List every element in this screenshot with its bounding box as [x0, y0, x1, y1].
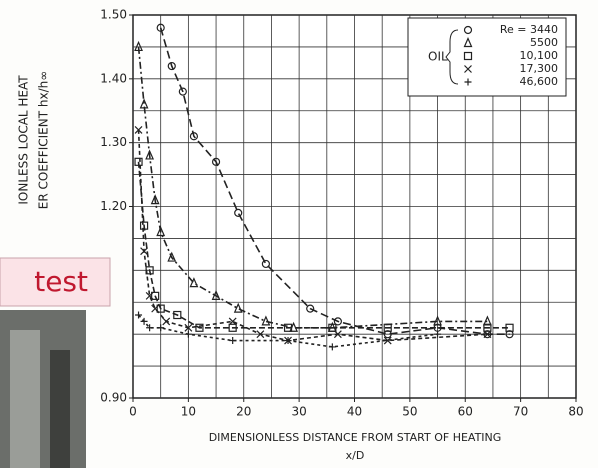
data-point: [145, 291, 154, 300]
data-point: [156, 304, 165, 313]
legend-label: 17,300: [520, 62, 559, 75]
photo-detail: [10, 330, 40, 468]
data-point: [135, 311, 143, 319]
data-point: [139, 221, 149, 230]
data-point: [211, 157, 221, 166]
data-point: [150, 194, 160, 205]
data-point: [167, 61, 176, 71]
data-point: [140, 247, 148, 256]
data-point: [184, 323, 193, 332]
x-tick-label: 70: [513, 405, 528, 419]
overlay-box: [0, 257, 111, 307]
legend-marker: [464, 65, 472, 73]
x-tick-label: 20: [236, 405, 251, 419]
data-point: [383, 323, 392, 332]
data-point: [483, 323, 492, 332]
data-point: [162, 317, 171, 326]
legend-box: [407, 17, 567, 97]
data-point: [145, 149, 155, 160]
data-point: [333, 317, 342, 326]
y-tick-label: 0.90: [100, 391, 127, 405]
data-point: [383, 330, 392, 339]
data-point: [157, 324, 165, 332]
data-point: [333, 330, 342, 339]
data-point: [383, 336, 392, 345]
data-point: [195, 323, 204, 332]
data-point: [228, 323, 237, 332]
x-tick-label: 10: [181, 405, 196, 419]
data-point: [173, 310, 182, 320]
legend-label: 5500: [530, 36, 558, 49]
plot-area: 0 10 20 30 40 50 60 70 80 0.90 1.20 1.30 1.40 1.50: [100, 8, 583, 419]
data-point: [140, 317, 148, 325]
trend-curve: [159, 27, 510, 335]
data-point: [167, 251, 177, 262]
data-point: [328, 323, 337, 332]
legend-marker: [463, 37, 473, 48]
data-point: [184, 330, 192, 338]
data-point: [256, 330, 265, 339]
data-point: [151, 291, 160, 300]
trend-curve: [137, 161, 510, 329]
data-point: [178, 87, 187, 96]
y-axis-label: ER COEFFICIENT hx/h∞: [37, 71, 51, 209]
data-point: [433, 315, 442, 326]
data-point: [156, 23, 165, 32]
overlay-text: test: [34, 265, 88, 298]
legend-label: 10,100: [520, 49, 559, 62]
legend-title: OIL: [428, 50, 448, 64]
y-tick-label: 1.20: [100, 199, 127, 213]
legend-brace: [445, 29, 459, 85]
x-tick-label: 40: [347, 405, 362, 419]
data-point: [505, 323, 514, 332]
data-point: [261, 315, 271, 326]
data-point: [328, 343, 336, 351]
data-point: [134, 157, 143, 166]
data-point: [233, 302, 243, 313]
legend-marker: [463, 51, 473, 61]
legend-label: 46,600: [520, 75, 559, 88]
x-tick-label: 60: [458, 405, 473, 419]
x-axis-label: DIMENSIONLESS DISTANCE FROM START OF HEA…: [209, 431, 502, 444]
data-point: [229, 337, 237, 345]
data-point: [306, 304, 315, 313]
photo-detail: [50, 350, 70, 468]
data-point: [134, 40, 143, 52]
data-point: [211, 289, 221, 300]
y-tick-label: 1.50: [100, 8, 127, 22]
x-tick-label: 30: [291, 405, 306, 419]
legend-label: Re = 3440: [500, 23, 558, 36]
data-point: [189, 277, 199, 288]
data-point: [234, 208, 243, 217]
y-axis-label: IONLESS LOCAL HEAT: [17, 75, 31, 205]
x-tick-label: 80: [568, 405, 583, 419]
data-point: [139, 98, 149, 109]
data-point: [505, 330, 514, 339]
y-tick-label: 1.40: [100, 71, 127, 85]
data-point: [146, 324, 154, 332]
legend-marker: [464, 78, 472, 86]
data-point: [228, 317, 237, 326]
data-point: [283, 323, 293, 332]
legend-marker: [463, 25, 473, 35]
data-point: [156, 226, 166, 237]
data-point: [434, 330, 442, 338]
x-tick-label: 0: [129, 405, 137, 419]
data-point: [482, 315, 492, 326]
data-point: [189, 132, 199, 141]
data-point: [261, 259, 270, 269]
data-point: [483, 330, 492, 339]
x-tick-label: 50: [402, 405, 417, 419]
y-tick-label: 1.30: [100, 135, 127, 149]
x-axis-label: x/D: [346, 449, 365, 462]
data-point: [284, 337, 292, 345]
data-point: [151, 304, 160, 313]
data-point: [134, 125, 143, 134]
